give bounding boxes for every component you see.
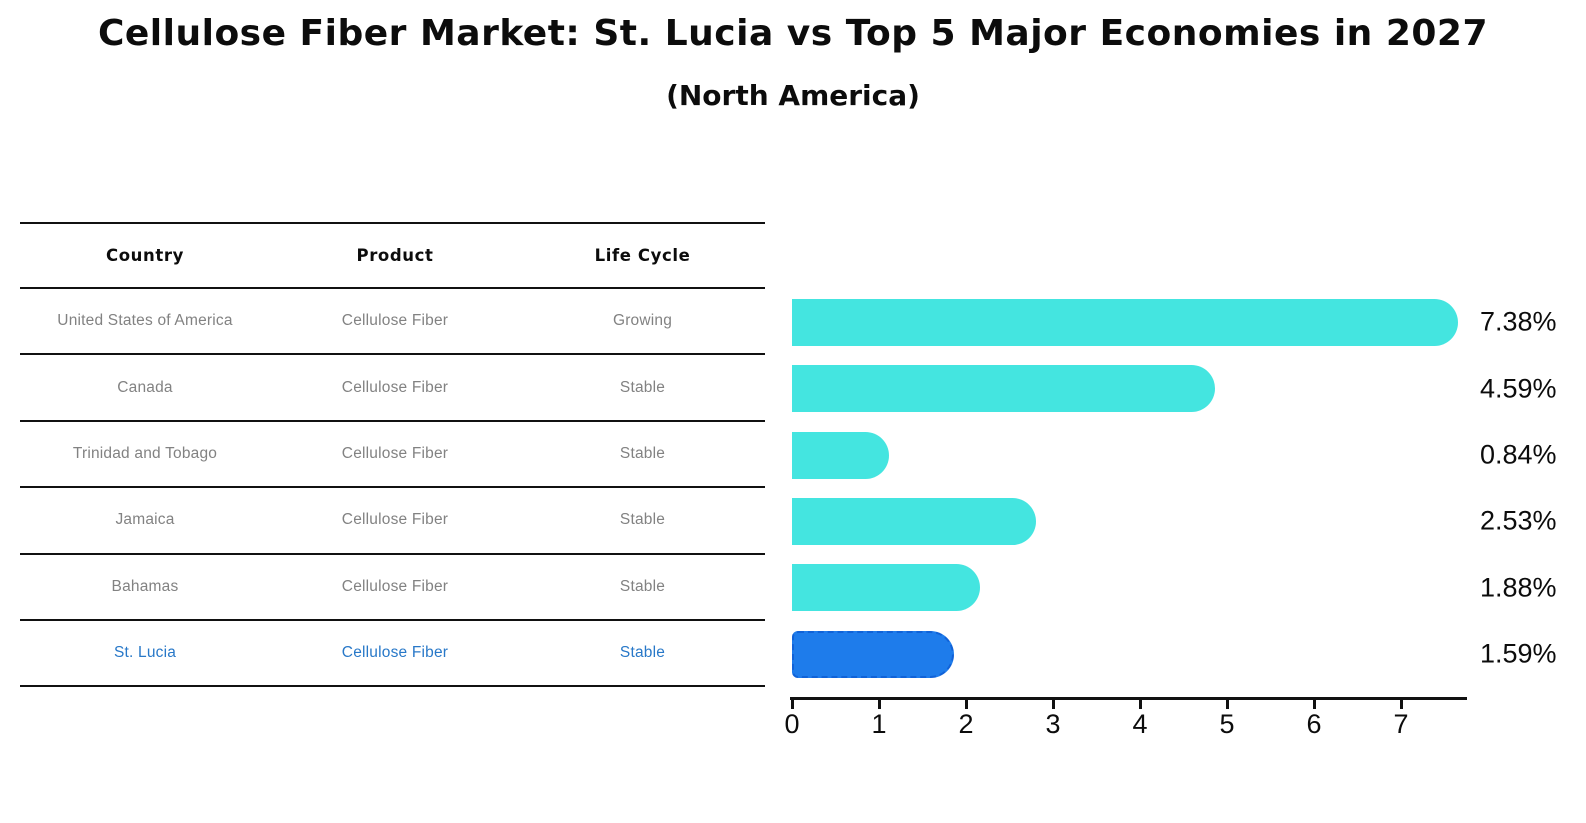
table-header-life-cycle: Life Cycle xyxy=(594,246,691,265)
table-cell-product: Cellulose Fiber xyxy=(341,577,449,595)
table-cell-product: Cellulose Fiber xyxy=(341,312,449,330)
table-row-st-lucia-highlighted: St. Lucia Cellulose Fiber Stable xyxy=(20,621,765,688)
chart-subtitle: (North America) xyxy=(666,79,920,112)
table-row: United States of America Cellulose Fiber… xyxy=(20,289,765,356)
x-axis-tick xyxy=(877,700,881,709)
bar-bahamas xyxy=(792,564,980,612)
bar-united-states-of-america xyxy=(792,298,1459,346)
x-axis-tick-label: 6 xyxy=(1306,709,1322,739)
x-axis-tick-label: 3 xyxy=(1045,709,1061,739)
x-axis-tick-label: 5 xyxy=(1219,709,1235,739)
value-label-united-states-of-america: 7.38% xyxy=(1480,306,1557,337)
table-header-row: Country Product Life Cycle xyxy=(20,222,765,289)
x-axis-tick-label: 2 xyxy=(958,709,974,739)
table-cell-product: Cellulose Fiber xyxy=(341,511,449,529)
bar-canada xyxy=(792,365,1216,413)
table-cell-country: St. Lucia xyxy=(113,644,177,662)
x-axis-tick xyxy=(1138,700,1142,709)
chart-title: Cellulose Fiber Market: St. Lucia vs Top… xyxy=(97,13,1489,54)
value-label-canada: 4.59% xyxy=(1480,373,1557,404)
value-label-bahamas: 1.88% xyxy=(1480,572,1557,603)
table-cell-country: Canada xyxy=(117,378,173,396)
table-cell-country: Trinidad and Tobago xyxy=(72,444,218,462)
x-axis-tick xyxy=(1051,700,1055,709)
x-axis-tick-label: 0 xyxy=(784,709,800,739)
bar-jamaica xyxy=(792,497,1037,545)
x-axis-line xyxy=(790,697,1467,700)
x-axis-tick-label: 7 xyxy=(1393,709,1409,739)
table-row: Trinidad and Tobago Cellulose Fiber Stab… xyxy=(20,422,765,489)
table-cell-life-cycle: Growing xyxy=(612,312,673,330)
table-cell-country: United States of America xyxy=(57,312,233,330)
table-cell-life-cycle: Stable xyxy=(619,577,666,595)
table-cell-product: Cellulose Fiber xyxy=(341,444,449,462)
table-cell-country: Jamaica xyxy=(115,511,175,529)
table-row: Canada Cellulose Fiber Stable xyxy=(20,355,765,422)
value-label-trinidad-and-tobago: 0.84% xyxy=(1480,439,1557,470)
table-cell-product: Cellulose Fiber xyxy=(341,644,449,662)
table-cell-life-cycle: Stable xyxy=(619,511,666,529)
x-axis-tick-label: 1 xyxy=(871,709,887,739)
x-axis-tick xyxy=(1399,700,1403,709)
x-axis-tick xyxy=(790,700,794,709)
x-axis-tick xyxy=(1312,700,1316,709)
table-header-product: Product xyxy=(356,246,434,265)
table-header-country: Country xyxy=(106,246,184,265)
value-label-jamaica: 2.53% xyxy=(1480,505,1557,536)
bar-trinidad-and-tobago xyxy=(792,431,890,479)
table-cell-life-cycle: Stable xyxy=(619,444,666,462)
table-row: Bahamas Cellulose Fiber Stable xyxy=(20,555,765,621)
bar-highlighted-st-lucia xyxy=(792,630,955,678)
table-cell-life-cycle: Stable xyxy=(619,378,666,396)
table-cell-country: Bahamas xyxy=(111,577,179,595)
country-table: Country Product Life Cycle United States… xyxy=(20,222,765,688)
x-axis-tick-label: 4 xyxy=(1132,709,1148,739)
table-row: Jamaica Cellulose Fiber Stable xyxy=(20,488,765,555)
x-axis-tick xyxy=(1225,700,1229,709)
value-label-st-lucia: 1.59% xyxy=(1480,638,1557,669)
x-axis-tick xyxy=(964,700,968,709)
table-cell-life-cycle: Stable xyxy=(619,644,666,662)
table-cell-product: Cellulose Fiber xyxy=(341,378,449,396)
